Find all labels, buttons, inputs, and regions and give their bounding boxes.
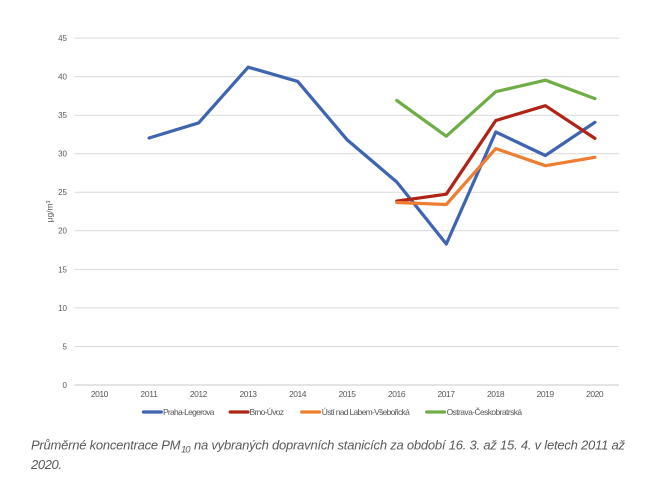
svg-text:2013: 2013 <box>239 389 257 399</box>
svg-text:2011: 2011 <box>140 389 158 399</box>
svg-text:40: 40 <box>58 73 67 82</box>
svg-text:35: 35 <box>58 111 67 120</box>
svg-text:Ústí nad Labem-Všebořická: Ústí nad Labem-Všebořická <box>322 407 410 417</box>
svg-text:Brno-Úvoz: Brno-Úvoz <box>250 407 285 417</box>
svg-text:5: 5 <box>63 342 68 351</box>
svg-text:20: 20 <box>58 227 67 236</box>
svg-text:25: 25 <box>58 188 67 197</box>
svg-text:2020.: 2020. <box>30 457 62 472</box>
svg-text:2019: 2019 <box>537 389 555 399</box>
svg-text:2014: 2014 <box>289 389 307 399</box>
svg-text:2016: 2016 <box>388 389 406 399</box>
svg-text:na vybraných dopravních stanic: na vybraných dopravních stanicích za obd… <box>194 438 626 453</box>
svg-text:2018: 2018 <box>487 389 505 399</box>
svg-text:μg/m³: μg/m³ <box>45 200 55 222</box>
svg-text:2010: 2010 <box>91 389 109 399</box>
svg-text:0: 0 <box>63 381 68 390</box>
svg-text:2015: 2015 <box>338 389 356 399</box>
svg-text:Průměrné koncentrace PM: Průměrné koncentrace PM <box>31 438 181 453</box>
svg-text:15: 15 <box>58 265 67 274</box>
svg-text:2020: 2020 <box>586 389 604 399</box>
svg-text:10: 10 <box>181 445 191 456</box>
svg-text:30: 30 <box>58 150 67 159</box>
svg-text:10: 10 <box>58 304 67 313</box>
svg-text:2012: 2012 <box>190 389 208 399</box>
svg-text:2017: 2017 <box>438 389 456 399</box>
svg-text:45: 45 <box>58 34 67 43</box>
svg-text:Ostrava-Českobratrská: Ostrava-Českobratrská <box>447 407 523 417</box>
svg-text:Praha-Legerova: Praha-Legerova <box>163 407 215 417</box>
